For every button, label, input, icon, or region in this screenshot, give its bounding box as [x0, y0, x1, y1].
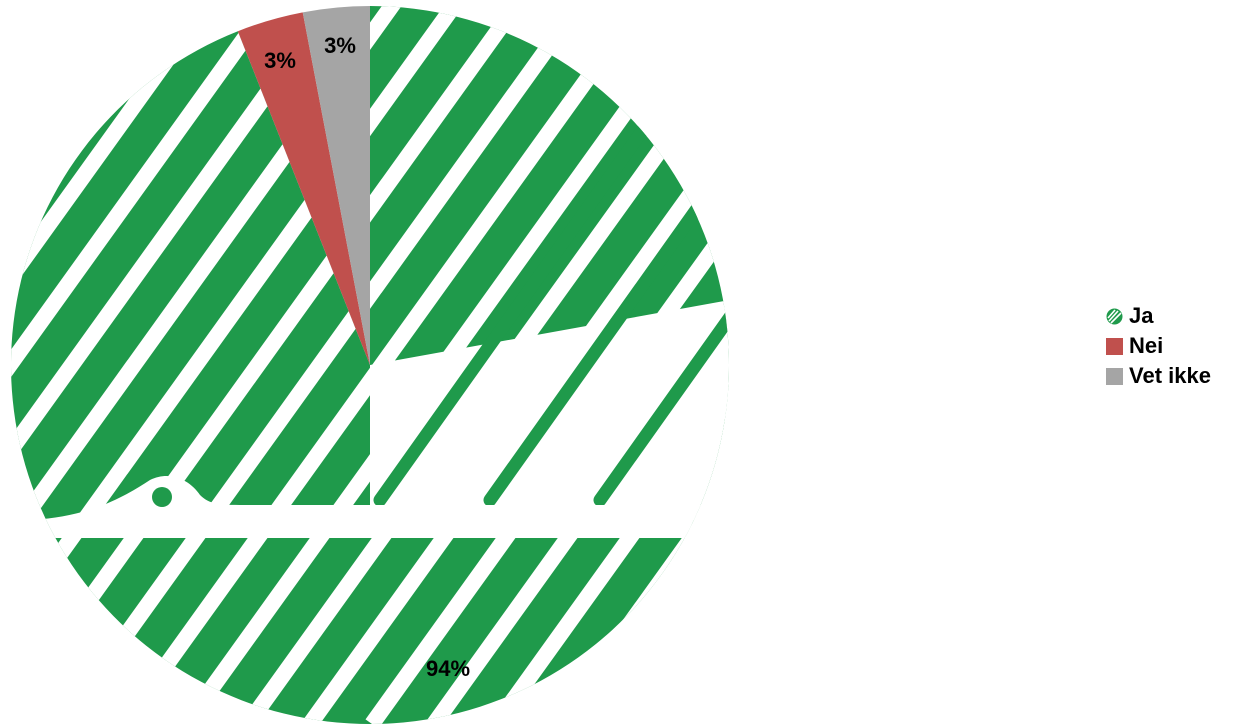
legend-swatch-vet-ikke-icon [1106, 367, 1123, 385]
legend-label-vet-ikke: Vet ikke [1129, 363, 1211, 388]
legend: Ja Nei Vet ikke [1106, 301, 1211, 391]
stripe [10, 6, 341, 724]
stripe [593, 113, 729, 507]
legend-swatch-ja-icon [1106, 308, 1123, 324]
data-label-ja: 94% [426, 656, 470, 681]
legend-item-nei: Nei [1106, 331, 1211, 361]
data-label-nei: 3% [264, 48, 296, 73]
legend-label-ja: Ja [1129, 303, 1154, 328]
stripe [117, 6, 651, 724]
legend-label-nei: Nei [1129, 333, 1164, 358]
pie-slice-vet-ikke [302, 6, 370, 365]
stripe [373, 113, 657, 507]
stripe [10, 6, 217, 724]
stripe [10, 6, 279, 724]
stripe [820, 120, 1090, 500]
pie-slice-nei [237, 12, 370, 366]
legend-swatch-nei-icon [1106, 337, 1123, 355]
data-label-vet-ikke: 3% [324, 33, 356, 58]
stripe [55, 6, 589, 724]
legend-item-ja: Ja [1106, 301, 1211, 331]
stripe [703, 113, 729, 507]
stripe [489, 6, 729, 724]
legend-item-vet-ikke: Vet ikke [1106, 361, 1211, 391]
